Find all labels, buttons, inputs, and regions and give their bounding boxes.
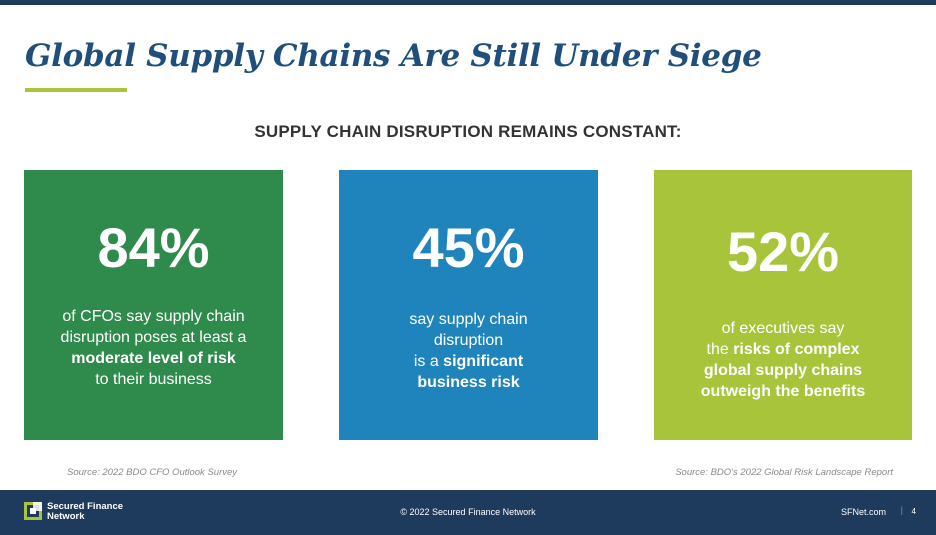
desc-bold: business risk bbox=[417, 374, 520, 391]
stat-card-significant-risk: 45% say supply chain disruption is a sig… bbox=[339, 170, 598, 440]
stat-description: of CFOs say supply chain disruption pose… bbox=[24, 306, 283, 390]
top-accent-bar bbox=[0, 0, 936, 5]
stat-card-executives: 52% of executives say the risks of compl… bbox=[654, 170, 912, 440]
desc-bold: global supply chains bbox=[703, 362, 863, 379]
desc-line: say supply chain bbox=[409, 311, 528, 328]
footer-bar: Secured Finance Network © 2022 Secured F… bbox=[0, 490, 936, 535]
logo-line: Network bbox=[47, 511, 85, 522]
stat-value: 84% bbox=[97, 216, 210, 279]
desc-line: of executives say bbox=[721, 320, 845, 337]
title-underline bbox=[25, 88, 127, 92]
slide-subtitle: SUPPLY CHAIN DISRUPTION REMAINS CONSTANT… bbox=[254, 122, 682, 141]
desc-bold: risks of complex bbox=[733, 341, 860, 358]
website-link[interactable]: SFNet.com bbox=[840, 507, 886, 517]
footer-separator: | bbox=[900, 505, 903, 515]
slide-title: Global Supply Chains Are Still Under Sie… bbox=[25, 38, 762, 74]
stat-description: say supply chain disruption is a signifi… bbox=[339, 309, 598, 393]
source-citation-left: Source: 2022 BDO CFO Outlook Survey bbox=[67, 467, 238, 478]
sfnet-logo-icon bbox=[24, 502, 42, 520]
stat-description: of executives say the risks of complex g… bbox=[654, 318, 912, 402]
stat-value: 52% bbox=[726, 220, 840, 283]
desc-line: disruption poses at least a bbox=[60, 329, 247, 346]
desc-line: the bbox=[706, 341, 729, 358]
desc-line: of CFOs say supply chain bbox=[62, 308, 245, 325]
desc-line: disruption bbox=[433, 332, 504, 349]
desc-bold: moderate level of risk bbox=[71, 350, 236, 367]
desc-line: to their business bbox=[95, 371, 212, 388]
stat-card-cfos: 84% of CFOs say supply chain disruption … bbox=[24, 170, 283, 440]
stat-value: 45% bbox=[412, 216, 525, 279]
logo-wordmark: Secured Finance Network bbox=[47, 502, 137, 522]
desc-bold: outweigh the benefits bbox=[700, 383, 866, 400]
desc-bold: significant bbox=[443, 353, 524, 370]
source-citation-right: Source: BDO's 2022 Global Risk Landscape… bbox=[675, 467, 893, 478]
desc-line: is a bbox=[413, 353, 439, 370]
copyright-text: © 2022 Secured Finance Network bbox=[400, 507, 536, 517]
page-number: 4 bbox=[911, 507, 916, 516]
logo-line: Secured Finance bbox=[47, 501, 124, 512]
